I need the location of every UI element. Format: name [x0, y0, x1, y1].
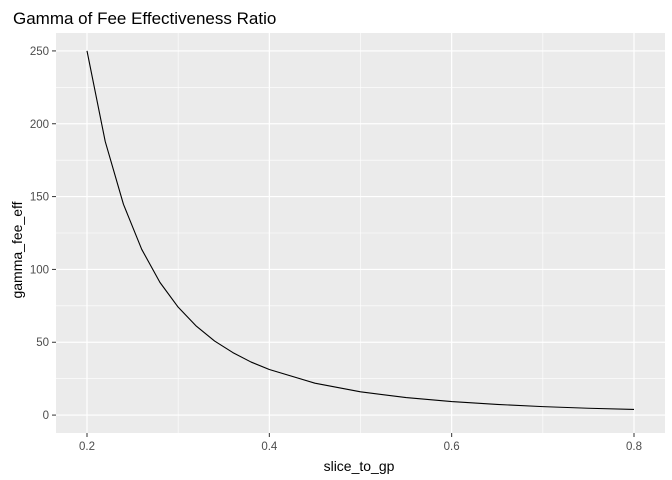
x-tick-label: 0.8 — [626, 441, 642, 453]
y-tick-label: 100 — [30, 264, 49, 276]
minor-gridlines — [56, 33, 665, 433]
chart-title: Gamma of Fee Effectiveness Ratio — [13, 9, 276, 28]
x-axis-title: slice_to_gp — [324, 458, 395, 474]
x-axis: 0.2 0.4 0.6 0.8 — [79, 433, 642, 453]
major-gridlines — [56, 33, 665, 433]
y-axis: 0 50 100 150 200 250 — [30, 46, 56, 422]
series-layer — [86, 50, 635, 410]
x-tick-label: 0.6 — [444, 441, 460, 453]
series-line — [86, 50, 635, 410]
y-tick-label: 0 — [43, 410, 49, 422]
y-tick-label: 250 — [30, 46, 49, 58]
x-tick-label: 0.4 — [261, 441, 278, 453]
y-tick-label: 150 — [30, 192, 49, 204]
y-tick-label: 200 — [30, 119, 49, 131]
y-axis-title: gamma_fee_eff — [9, 201, 25, 298]
y-tick-label: 50 — [36, 337, 49, 349]
x-tick-label: 0.2 — [79, 441, 95, 453]
